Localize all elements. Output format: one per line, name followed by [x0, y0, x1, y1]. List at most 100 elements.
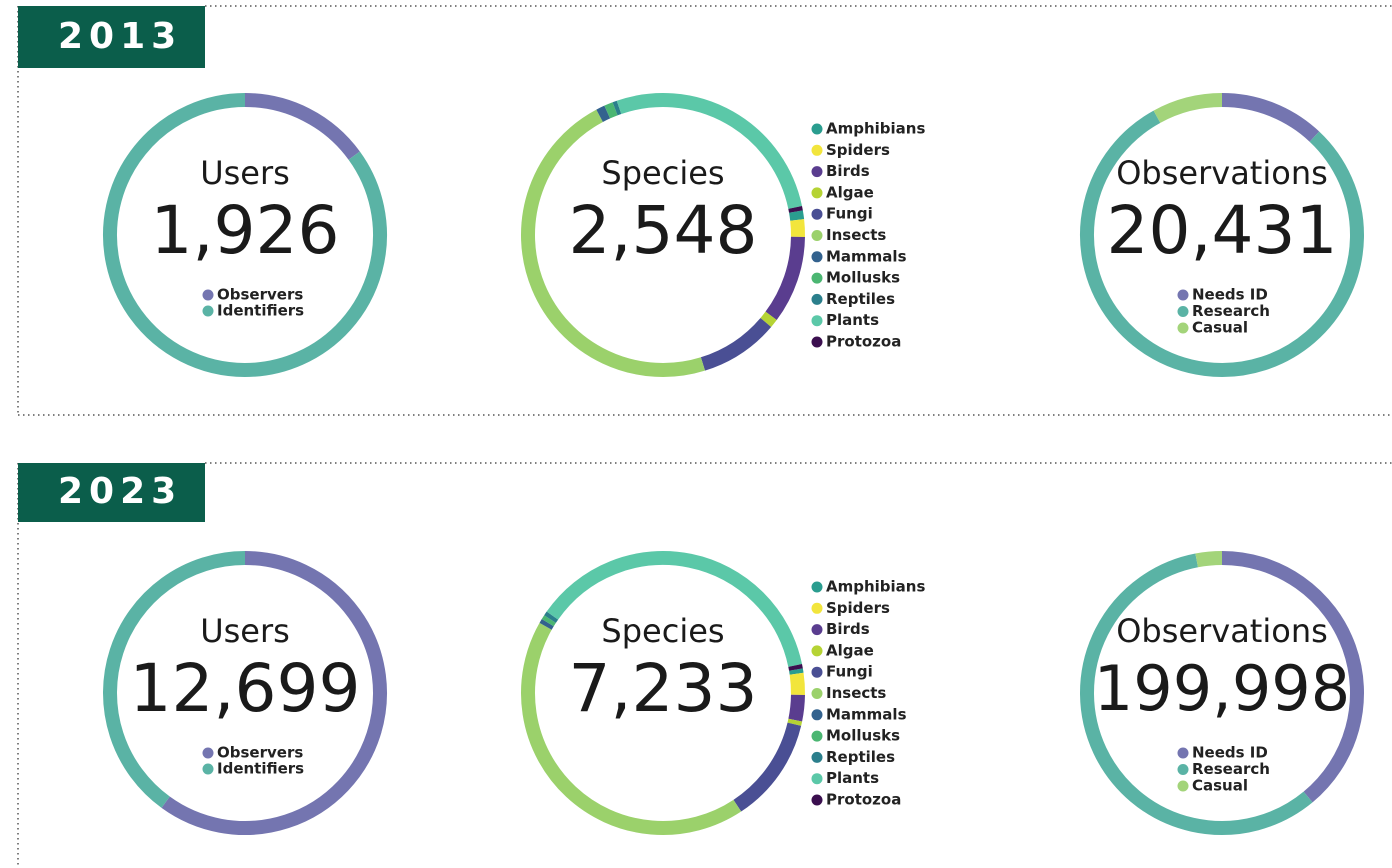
donut-slice	[700, 317, 772, 371]
donut-slice	[760, 311, 777, 328]
legend-label: Research	[1192, 302, 1270, 320]
legend-swatch	[202, 747, 214, 759]
year-badge	[18, 6, 205, 68]
donut-slice	[539, 619, 554, 630]
legend-label: Casual	[1192, 319, 1248, 337]
legend-label: Amphibians	[826, 120, 925, 138]
legend-swatch	[811, 272, 823, 284]
chart-title: Species	[601, 612, 724, 650]
legend-swatch	[811, 688, 823, 699]
legend-swatch	[811, 730, 823, 742]
donut-slice	[244, 93, 360, 160]
legend-label: Identifiers	[217, 760, 304, 778]
legend-label: Identifiers	[217, 302, 304, 320]
legend-swatch	[811, 230, 823, 241]
donut-slice	[790, 219, 805, 237]
donut-slice	[788, 663, 803, 671]
legend-swatch	[202, 289, 214, 301]
legend-swatch	[811, 251, 823, 263]
legend-swatch	[202, 305, 214, 317]
chart-title: Observations	[1116, 612, 1328, 650]
legend-swatch	[811, 336, 823, 348]
legend-swatch	[811, 624, 823, 636]
legend-swatch	[811, 315, 823, 327]
legend-label: Observers	[217, 744, 303, 762]
donut-slice	[161, 551, 387, 835]
donut-slice	[1221, 93, 1320, 142]
legend-label: Protozoa	[826, 333, 901, 351]
legend-swatch	[1177, 780, 1189, 792]
legend-label: Mollusks	[826, 727, 900, 745]
legend-label: Plants	[826, 311, 879, 329]
donut-slice	[103, 93, 387, 377]
total: 12,699	[130, 650, 361, 727]
donut-slice	[596, 105, 611, 123]
legend-label: Birds	[826, 162, 870, 180]
donut-slice	[1153, 93, 1223, 123]
year: 2023	[58, 471, 182, 512]
legend-swatch	[811, 709, 823, 721]
legend-label: Algae	[826, 641, 874, 659]
chart-title: Users	[200, 612, 290, 650]
legend-swatch	[202, 763, 214, 775]
donut-slice	[1221, 551, 1364, 803]
legend-swatch	[1177, 322, 1189, 334]
legend-swatch	[811, 166, 823, 178]
legend-label: Protozoa	[826, 791, 901, 809]
donut-slice	[789, 672, 805, 695]
donut-slice	[541, 615, 556, 627]
legend-swatch	[811, 293, 823, 305]
legend-label: Birds	[826, 620, 870, 638]
frames	[17, 5, 1392, 868]
donut-slice	[1080, 553, 1313, 835]
legend-swatch	[811, 666, 823, 678]
donut-slice	[103, 551, 246, 808]
legend-label: Reptiles	[826, 290, 895, 308]
legend-label: Spiders	[826, 141, 890, 159]
legend-label: Needs ID	[1192, 286, 1268, 304]
donut-slice	[1080, 110, 1364, 377]
donut-slice	[788, 205, 803, 213]
year-badge	[18, 463, 205, 522]
legend-label: Observers	[217, 286, 303, 304]
legend-swatch	[811, 773, 823, 785]
legend-label: Casual	[1192, 777, 1248, 795]
total: 20,431	[1107, 192, 1338, 269]
donut-slice	[787, 718, 803, 726]
legend-label: Algae	[826, 183, 874, 201]
donut-slice	[733, 722, 802, 812]
legend-swatch	[1177, 306, 1189, 317]
legend-swatch	[811, 144, 823, 156]
donut-slice	[789, 668, 804, 675]
donut-slice	[546, 551, 802, 667]
total: 2,548	[569, 192, 758, 269]
donut-slice	[521, 109, 705, 377]
donut-slice	[521, 622, 742, 835]
donut-slice	[765, 236, 805, 321]
legend-label: Insects	[826, 226, 886, 244]
legend-swatch	[811, 123, 823, 135]
legend-label: Mammals	[826, 705, 907, 723]
legend-label: Plants	[826, 769, 879, 787]
donut-slice	[612, 100, 622, 116]
chart-title: Species	[601, 154, 724, 192]
legend-label: Reptiles	[826, 748, 895, 766]
legend-swatch	[811, 751, 823, 763]
donut-slice	[1195, 551, 1223, 568]
donut-slice	[789, 210, 805, 221]
legend-label: Fungi	[826, 205, 873, 223]
legend-swatch	[811, 645, 823, 657]
total: 1,926	[151, 192, 340, 269]
donut-slice	[604, 102, 618, 119]
legend-label: Fungi	[826, 663, 873, 681]
legend-swatch	[1177, 289, 1189, 301]
legend-label: Research	[1192, 760, 1270, 778]
legend-swatch	[1177, 747, 1189, 759]
legend-label: Spiders	[826, 599, 890, 617]
legend-swatch	[1177, 764, 1189, 775]
donut-slice	[616, 93, 802, 209]
donut-slice	[544, 611, 559, 623]
legend-label: Needs ID	[1192, 744, 1268, 762]
